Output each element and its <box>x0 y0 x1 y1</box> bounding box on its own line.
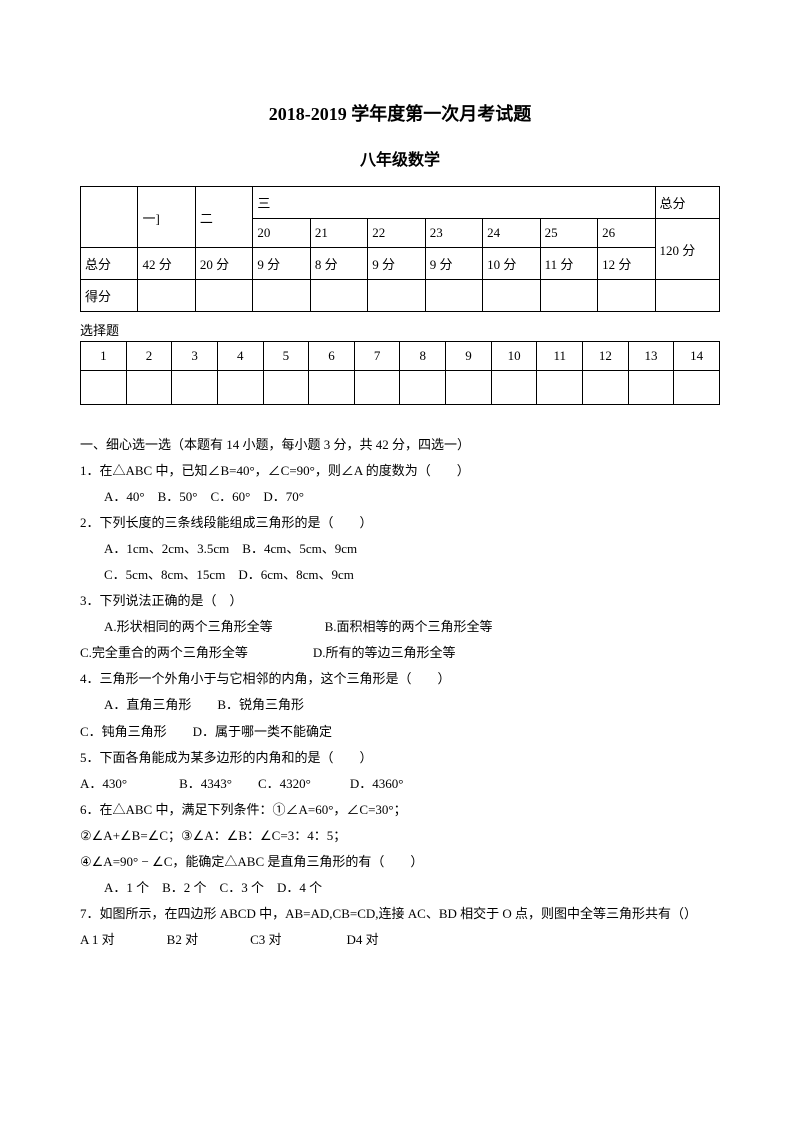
ans-blank <box>309 371 355 405</box>
cell: 9 分 <box>253 248 310 280</box>
ans-col: 6 <box>309 342 355 371</box>
blank-cell <box>138 280 195 312</box>
ans-col: 11 <box>537 342 583 371</box>
q5-options: A．430° B．4343° C．4320° D．4360° <box>80 772 720 796</box>
question-2: 2．下列长度的三条线段能组成三角形的是（ ） <box>80 511 720 535</box>
q2-options-1: A．1cm、2cm、3.5cm B．4cm、5cm、9cm <box>80 537 720 561</box>
ans-blank <box>263 371 309 405</box>
question-content: 一、细心选一选（本题有 14 小题，每小题 3 分，共 42 分，四选一） 1．… <box>80 433 720 952</box>
answer-table: 1 2 3 4 5 6 7 8 9 10 11 12 13 14 <box>80 341 720 405</box>
ans-col: 14 <box>674 342 720 371</box>
exam-subtitle: 八年级数学 <box>80 146 720 170</box>
subcol: 23 <box>425 219 482 248</box>
cell: 11 分 <box>540 248 597 280</box>
ans-col: 1 <box>81 342 127 371</box>
blank-cell <box>483 280 540 312</box>
q2-options-2: C．5cm、8cm、15cm D．6cm、8cm、9cm <box>80 563 720 587</box>
ans-col: 13 <box>628 342 674 371</box>
ans-blank <box>537 371 583 405</box>
row-score-label: 得分 <box>81 280 138 312</box>
ans-blank <box>491 371 537 405</box>
ans-col: 2 <box>126 342 172 371</box>
blank-cell <box>310 280 367 312</box>
blank-cell <box>425 280 482 312</box>
ans-blank <box>446 371 492 405</box>
cell: 9 分 <box>425 248 482 280</box>
blank-cell <box>368 280 425 312</box>
subcol: 25 <box>540 219 597 248</box>
blank-cell <box>253 280 310 312</box>
blank-cell <box>655 280 719 312</box>
ans-blank <box>400 371 446 405</box>
ans-col: 3 <box>172 342 218 371</box>
subcol: 24 <box>483 219 540 248</box>
subcol: 21 <box>310 219 367 248</box>
q6-options: A．1 个 B．2 个 C．3 个 D．4 个 <box>80 876 720 900</box>
ans-col: 9 <box>446 342 492 371</box>
ans-blank <box>126 371 172 405</box>
subcol: 20 <box>253 219 310 248</box>
ans-blank <box>172 371 218 405</box>
ans-col: 10 <box>491 342 537 371</box>
blank-cell <box>540 280 597 312</box>
q4-options-1: A．直角三角形 B．锐角三角形 <box>80 693 720 717</box>
question-4: 4．三角形一个外角小于与它相邻的内角，这个三角形是（ ） <box>80 667 720 691</box>
exam-title: 2018-2019 学年度第一次月考试题 <box>80 100 720 126</box>
col-one: 一] <box>138 187 195 248</box>
ans-col: 5 <box>263 342 309 371</box>
col-three: 三 <box>253 187 655 219</box>
ans-col: 12 <box>583 342 629 371</box>
cell: 12 分 <box>598 248 655 280</box>
subcol: 22 <box>368 219 425 248</box>
ans-blank <box>628 371 674 405</box>
ans-blank <box>81 371 127 405</box>
col-total-label: 总分 <box>655 187 719 219</box>
ans-col: 7 <box>354 342 400 371</box>
ans-blank <box>674 371 720 405</box>
cell: 42 分 <box>138 248 195 280</box>
q1-options: A．40° B．50° C．60° D．70° <box>80 485 720 509</box>
total-value: 120 分 <box>655 219 719 280</box>
q3-options-2: C.完全重合的两个三角形全等 D.所有的等边三角形全等 <box>80 641 720 665</box>
ans-blank <box>217 371 263 405</box>
subcol: 26 <box>598 219 655 248</box>
q7-options: A 1 对 B2 对 C3 对 D4 对 <box>80 928 720 952</box>
section-title: 一、细心选一选（本题有 14 小题，每小题 3 分，共 42 分，四选一） <box>80 433 720 457</box>
score-table: 一] 二 三 总分 20 21 22 23 24 25 26 120 分 总分 … <box>80 186 720 312</box>
cell: 10 分 <box>483 248 540 280</box>
q6-line3: ④∠A=90° − ∠C，能确定△ABC 是直角三角形的有（ ） <box>80 850 720 874</box>
blank-cell <box>195 280 252 312</box>
question-6: 6．在△ABC 中，满足下列条件：①∠A=60°，∠C=30°； <box>80 798 720 822</box>
q3-options-1: A.形状相同的两个三角形全等 B.面积相等的两个三角形全等 <box>80 615 720 639</box>
question-5: 5．下面各角能成为某多边形的内角和的是（ ） <box>80 746 720 770</box>
row-total-label: 总分 <box>81 248 138 280</box>
col-two: 二 <box>195 187 252 248</box>
ans-col: 8 <box>400 342 446 371</box>
q6-line2: ②∠A+∠B=∠C；③∠A：∠B：∠C=3：4：5； <box>80 824 720 848</box>
question-3: 3．下列说法正确的是（ ） <box>80 589 720 613</box>
blank-cell <box>598 280 655 312</box>
question-7: 7．如图所示，在四边形 ABCD 中，AB=AD,CB=CD,连接 AC、BD … <box>80 902 720 926</box>
ans-blank <box>583 371 629 405</box>
cell: 8 分 <box>310 248 367 280</box>
cell: 20 分 <box>195 248 252 280</box>
cell: 9 分 <box>368 248 425 280</box>
question-1: 1．在△ABC 中，已知∠B=40°，∠C=90°，则∠A 的度数为（ ） <box>80 459 720 483</box>
select-section-label: 选择题 <box>80 320 720 339</box>
ans-blank <box>354 371 400 405</box>
q4-options-2: C．钝角三角形 D．属于哪一类不能确定 <box>80 720 720 744</box>
ans-col: 4 <box>217 342 263 371</box>
